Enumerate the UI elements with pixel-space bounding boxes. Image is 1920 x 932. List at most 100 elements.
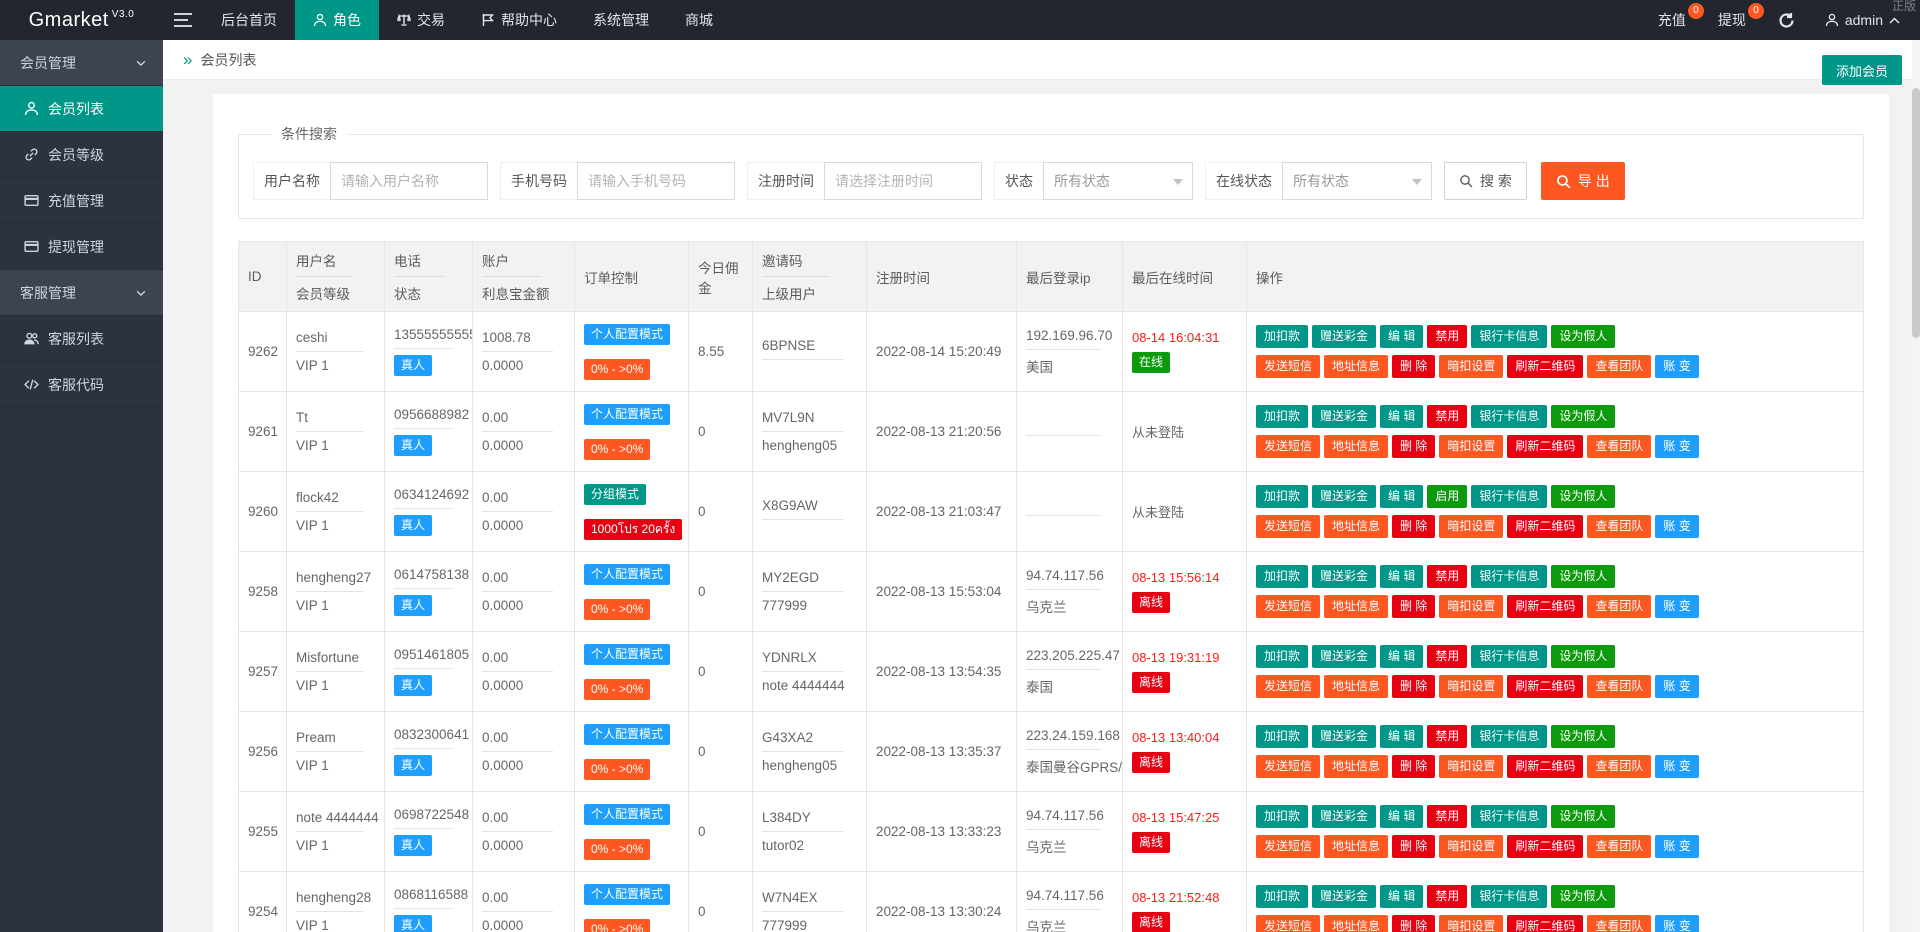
sidebar-group-1[interactable]: 客服管理 [0,270,163,316]
action-button[interactable]: 加扣款 [1256,725,1308,748]
action-button[interactable]: 发送短信 [1256,515,1320,538]
withdraw-link[interactable]: 提现 0 [1702,0,1762,40]
action-button[interactable]: 删 除 [1392,515,1435,538]
action-button[interactable]: 赠送彩金 [1312,645,1376,668]
action-button[interactable]: 刷新二维码 [1507,755,1583,778]
nav-item-5[interactable]: 商城 [667,0,731,40]
action-button[interactable]: 银行卡信息 [1471,485,1547,508]
action-button[interactable]: 银行卡信息 [1471,405,1547,428]
action-button[interactable]: 银行卡信息 [1471,725,1547,748]
action-button[interactable]: 编 辑 [1380,645,1423,668]
action-button[interactable]: 银行卡信息 [1471,805,1547,828]
action-button[interactable]: 加扣款 [1256,805,1308,828]
action-button[interactable]: 删 除 [1392,835,1435,858]
action-button[interactable]: 编 辑 [1380,725,1423,748]
action-button[interactable]: 赠送彩金 [1312,485,1376,508]
action-button[interactable]: 设为假人 [1551,725,1615,748]
action-button[interactable]: 账 变 [1655,515,1698,538]
action-button[interactable]: 刷新二维码 [1507,435,1583,458]
action-button[interactable]: 赠送彩金 [1312,725,1376,748]
action-button[interactable]: 查看团队 [1587,595,1651,618]
action-button[interactable]: 删 除 [1392,915,1435,932]
search-button[interactable]: 搜 索 [1444,162,1527,200]
action-button[interactable]: 编 辑 [1380,485,1423,508]
action-button[interactable]: 发送短信 [1256,355,1320,378]
action-button[interactable]: 删 除 [1392,755,1435,778]
action-button[interactable]: 账 变 [1655,435,1698,458]
action-button[interactable]: 设为假人 [1551,805,1615,828]
action-button[interactable]: 刷新二维码 [1507,515,1583,538]
action-button[interactable]: 地址信息 [1324,835,1388,858]
nav-item-3[interactable]: 帮助中心 [463,0,575,40]
sidebar-item-0-0[interactable]: 会员列表 [0,86,163,132]
action-button[interactable]: 刷新二维码 [1507,835,1583,858]
action-button[interactable]: 编 辑 [1380,325,1423,348]
action-button[interactable]: 暗扣设置 [1439,755,1503,778]
action-button[interactable]: 账 变 [1655,835,1698,858]
action-button[interactable]: 查看团队 [1587,515,1651,538]
action-button[interactable]: 删 除 [1392,595,1435,618]
action-button[interactable]: 设为假人 [1551,885,1615,908]
action-button[interactable]: 加扣款 [1256,885,1308,908]
action-toggle-enable[interactable]: 禁用 [1427,725,1467,748]
action-button[interactable]: 查看团队 [1587,675,1651,698]
action-toggle-enable[interactable]: 禁用 [1427,805,1467,828]
action-button[interactable]: 加扣款 [1256,325,1308,348]
nav-item-0[interactable]: 后台首页 [203,0,295,40]
action-button[interactable]: 暗扣设置 [1439,595,1503,618]
action-button[interactable]: 删 除 [1392,675,1435,698]
scrollbar-thumb[interactable] [1912,88,1920,338]
action-button[interactable]: 设为假人 [1551,645,1615,668]
action-button[interactable]: 银行卡信息 [1471,885,1547,908]
action-button[interactable]: 发送短信 [1256,835,1320,858]
refresh-icon[interactable] [1762,0,1811,40]
action-button[interactable]: 暗扣设置 [1439,515,1503,538]
action-toggle-enable[interactable]: 禁用 [1427,885,1467,908]
action-button[interactable]: 刷新二维码 [1507,675,1583,698]
filter-input-1[interactable] [577,162,735,200]
action-toggle-enable[interactable]: 禁用 [1427,405,1467,428]
export-button[interactable]: 导 出 [1541,162,1625,200]
action-button[interactable]: 查看团队 [1587,435,1651,458]
action-button[interactable]: 账 变 [1655,755,1698,778]
action-button[interactable]: 地址信息 [1324,595,1388,618]
action-button[interactable]: 查看团队 [1587,915,1651,932]
add-member-button[interactable]: 添加会员 [1822,55,1902,85]
action-button[interactable]: 设为假人 [1551,405,1615,428]
action-button[interactable]: 赠送彩金 [1312,565,1376,588]
action-button[interactable]: 发送短信 [1256,915,1320,932]
action-button[interactable]: 账 变 [1655,915,1698,932]
action-button[interactable]: 查看团队 [1587,755,1651,778]
filter-input-2[interactable] [824,162,982,200]
action-button[interactable]: 地址信息 [1324,515,1388,538]
action-toggle-enable[interactable]: 禁用 [1427,645,1467,668]
action-button[interactable]: 发送短信 [1256,755,1320,778]
action-button[interactable]: 设为假人 [1551,325,1615,348]
action-button[interactable]: 地址信息 [1324,755,1388,778]
action-button[interactable]: 刷新二维码 [1507,355,1583,378]
action-button[interactable]: 赠送彩金 [1312,805,1376,828]
action-button[interactable]: 暗扣设置 [1439,675,1503,698]
action-button[interactable]: 刷新二维码 [1507,595,1583,618]
action-button[interactable]: 赠送彩金 [1312,325,1376,348]
action-button[interactable]: 加扣款 [1256,645,1308,668]
action-button[interactable]: 银行卡信息 [1471,565,1547,588]
action-button[interactable]: 编 辑 [1380,565,1423,588]
hamburger-menu-icon[interactable] [163,0,203,40]
action-button[interactable]: 查看团队 [1587,355,1651,378]
action-button[interactable]: 加扣款 [1256,485,1308,508]
action-toggle-enable[interactable]: 启用 [1427,485,1467,508]
action-button[interactable]: 加扣款 [1256,565,1308,588]
filter-select-3[interactable]: 所有状态 [1043,162,1193,200]
action-button[interactable]: 编 辑 [1380,405,1423,428]
filter-input-0[interactable] [330,162,488,200]
sidebar-group-0[interactable]: 会员管理 [0,40,163,86]
action-button[interactable]: 地址信息 [1324,355,1388,378]
action-button[interactable]: 账 变 [1655,355,1698,378]
action-button[interactable]: 查看团队 [1587,835,1651,858]
action-button[interactable]: 地址信息 [1324,675,1388,698]
action-button[interactable]: 设为假人 [1551,565,1615,588]
action-button[interactable]: 发送短信 [1256,435,1320,458]
action-button[interactable]: 删 除 [1392,435,1435,458]
action-button[interactable]: 账 变 [1655,595,1698,618]
